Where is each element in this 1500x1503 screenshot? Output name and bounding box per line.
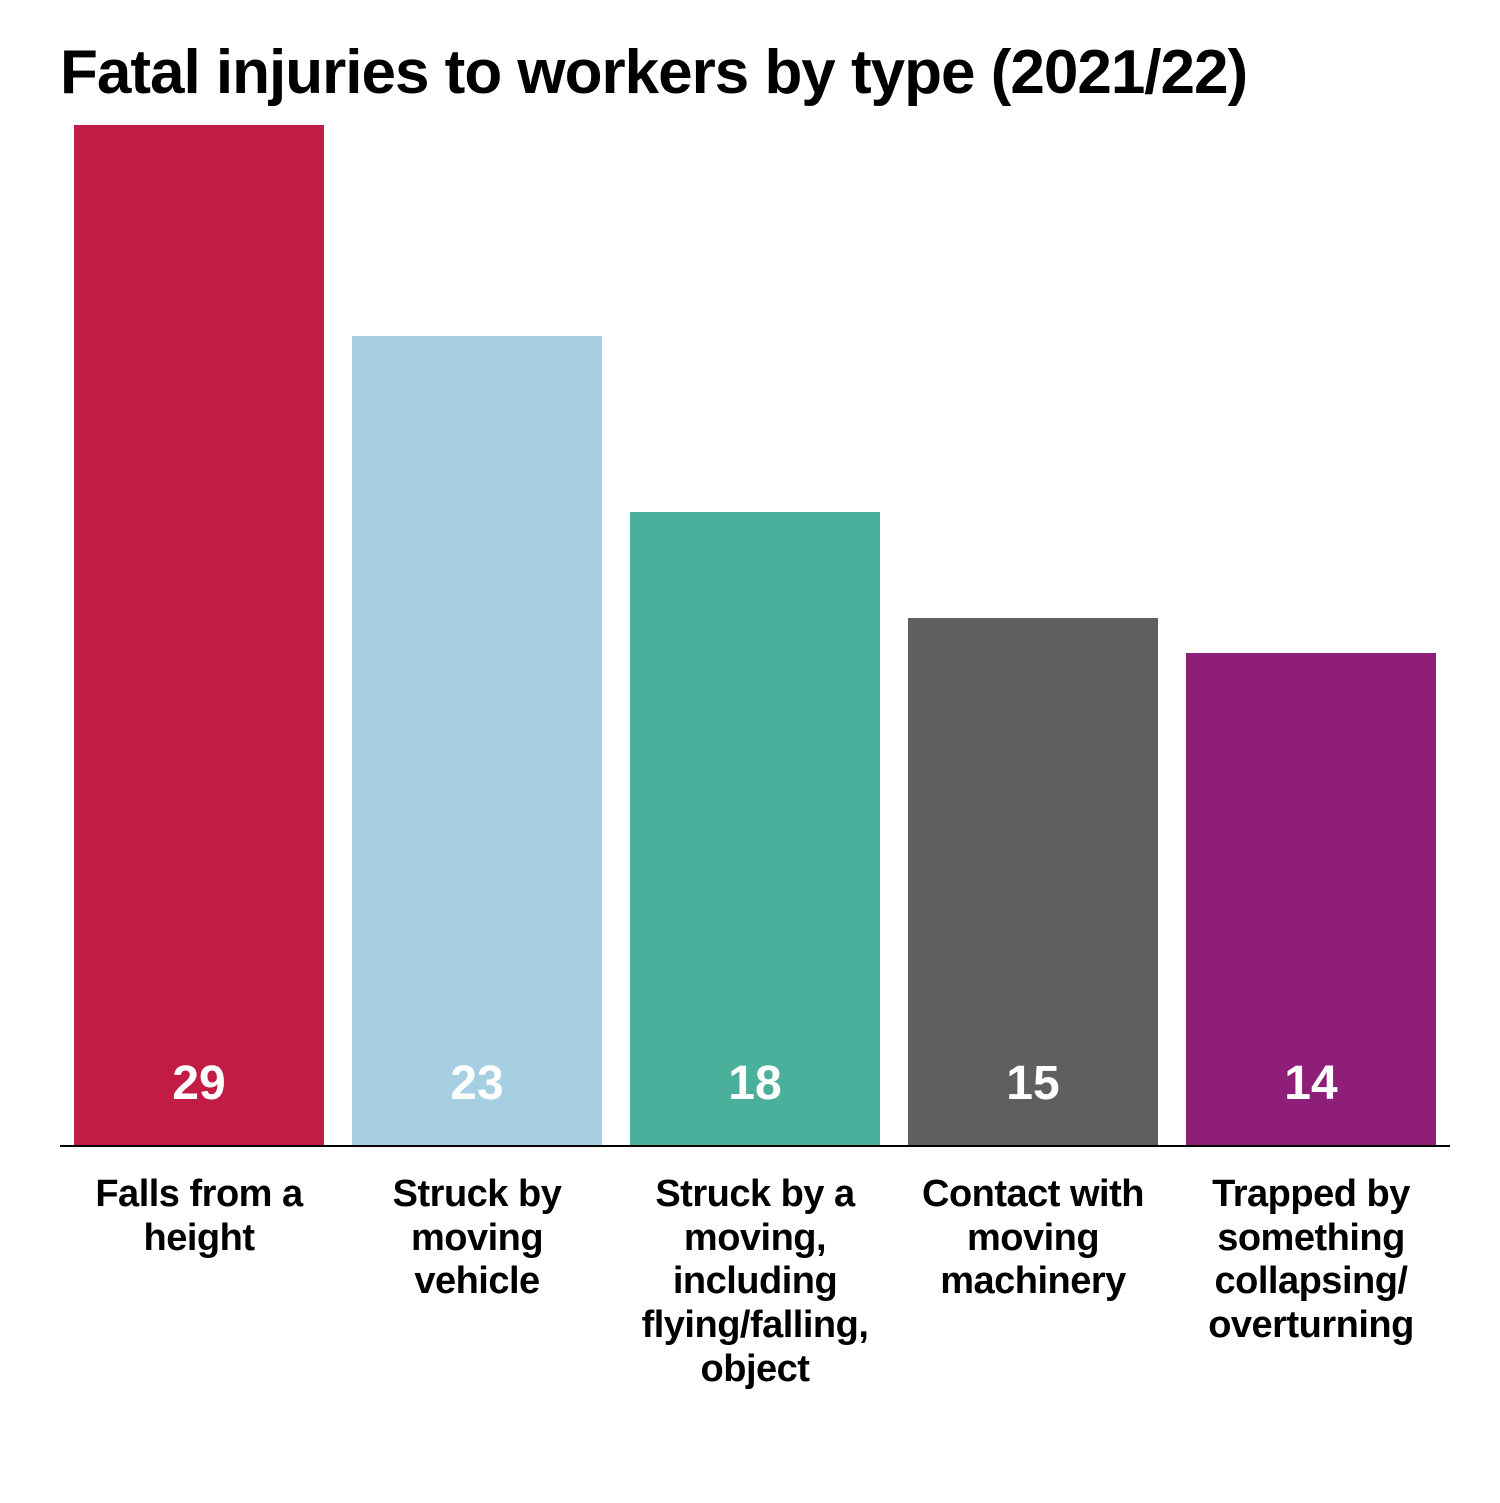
bar-value: 15	[908, 1056, 1158, 1145]
bars-row: 29 23 18 15 14	[60, 125, 1450, 1147]
plot-area: 29 23 18 15 14	[60, 125, 1450, 1145]
bar-chart: Fatal injuries to workers by type (2021/…	[0, 0, 1500, 1503]
label-slot: Struck by moving vehicle	[338, 1173, 616, 1391]
bar-value: 23	[352, 1056, 602, 1145]
bar: 23	[352, 336, 602, 1145]
bar: 18	[630, 512, 880, 1145]
bar: 29	[74, 125, 324, 1145]
category-labels-row: Falls from a heightStruck by moving vehi…	[60, 1173, 1450, 1391]
bar-slot: 23	[338, 125, 616, 1145]
bar-value: 18	[630, 1056, 880, 1145]
label-slot: Struck by a moving, including flying/fal…	[616, 1173, 894, 1391]
bar: 14	[1186, 653, 1436, 1145]
bar-slot: 18	[616, 125, 894, 1145]
bar-slot: 14	[1172, 125, 1450, 1145]
bar-slot: 15	[894, 125, 1172, 1145]
bar-value: 14	[1186, 1056, 1436, 1145]
label-slot: Falls from a height	[60, 1173, 338, 1391]
label-slot: Contact with moving machinery	[894, 1173, 1172, 1391]
bar-value: 29	[74, 1056, 324, 1145]
bar: 15	[908, 618, 1158, 1146]
bar-category-label: Falls from a height	[74, 1173, 324, 1391]
bar-category-label: Contact with moving machinery	[908, 1173, 1158, 1391]
bar-category-label: Struck by moving vehicle	[352, 1173, 602, 1391]
chart-title: Fatal injuries to workers by type (2021/…	[60, 40, 1450, 105]
bar-category-label: Struck by a moving, including flying/fal…	[630, 1173, 880, 1391]
label-slot: Trapped by something collapsing/ overtur…	[1172, 1173, 1450, 1391]
bar-category-label: Trapped by something collapsing/ overtur…	[1186, 1173, 1436, 1391]
bar-slot: 29	[60, 125, 338, 1145]
